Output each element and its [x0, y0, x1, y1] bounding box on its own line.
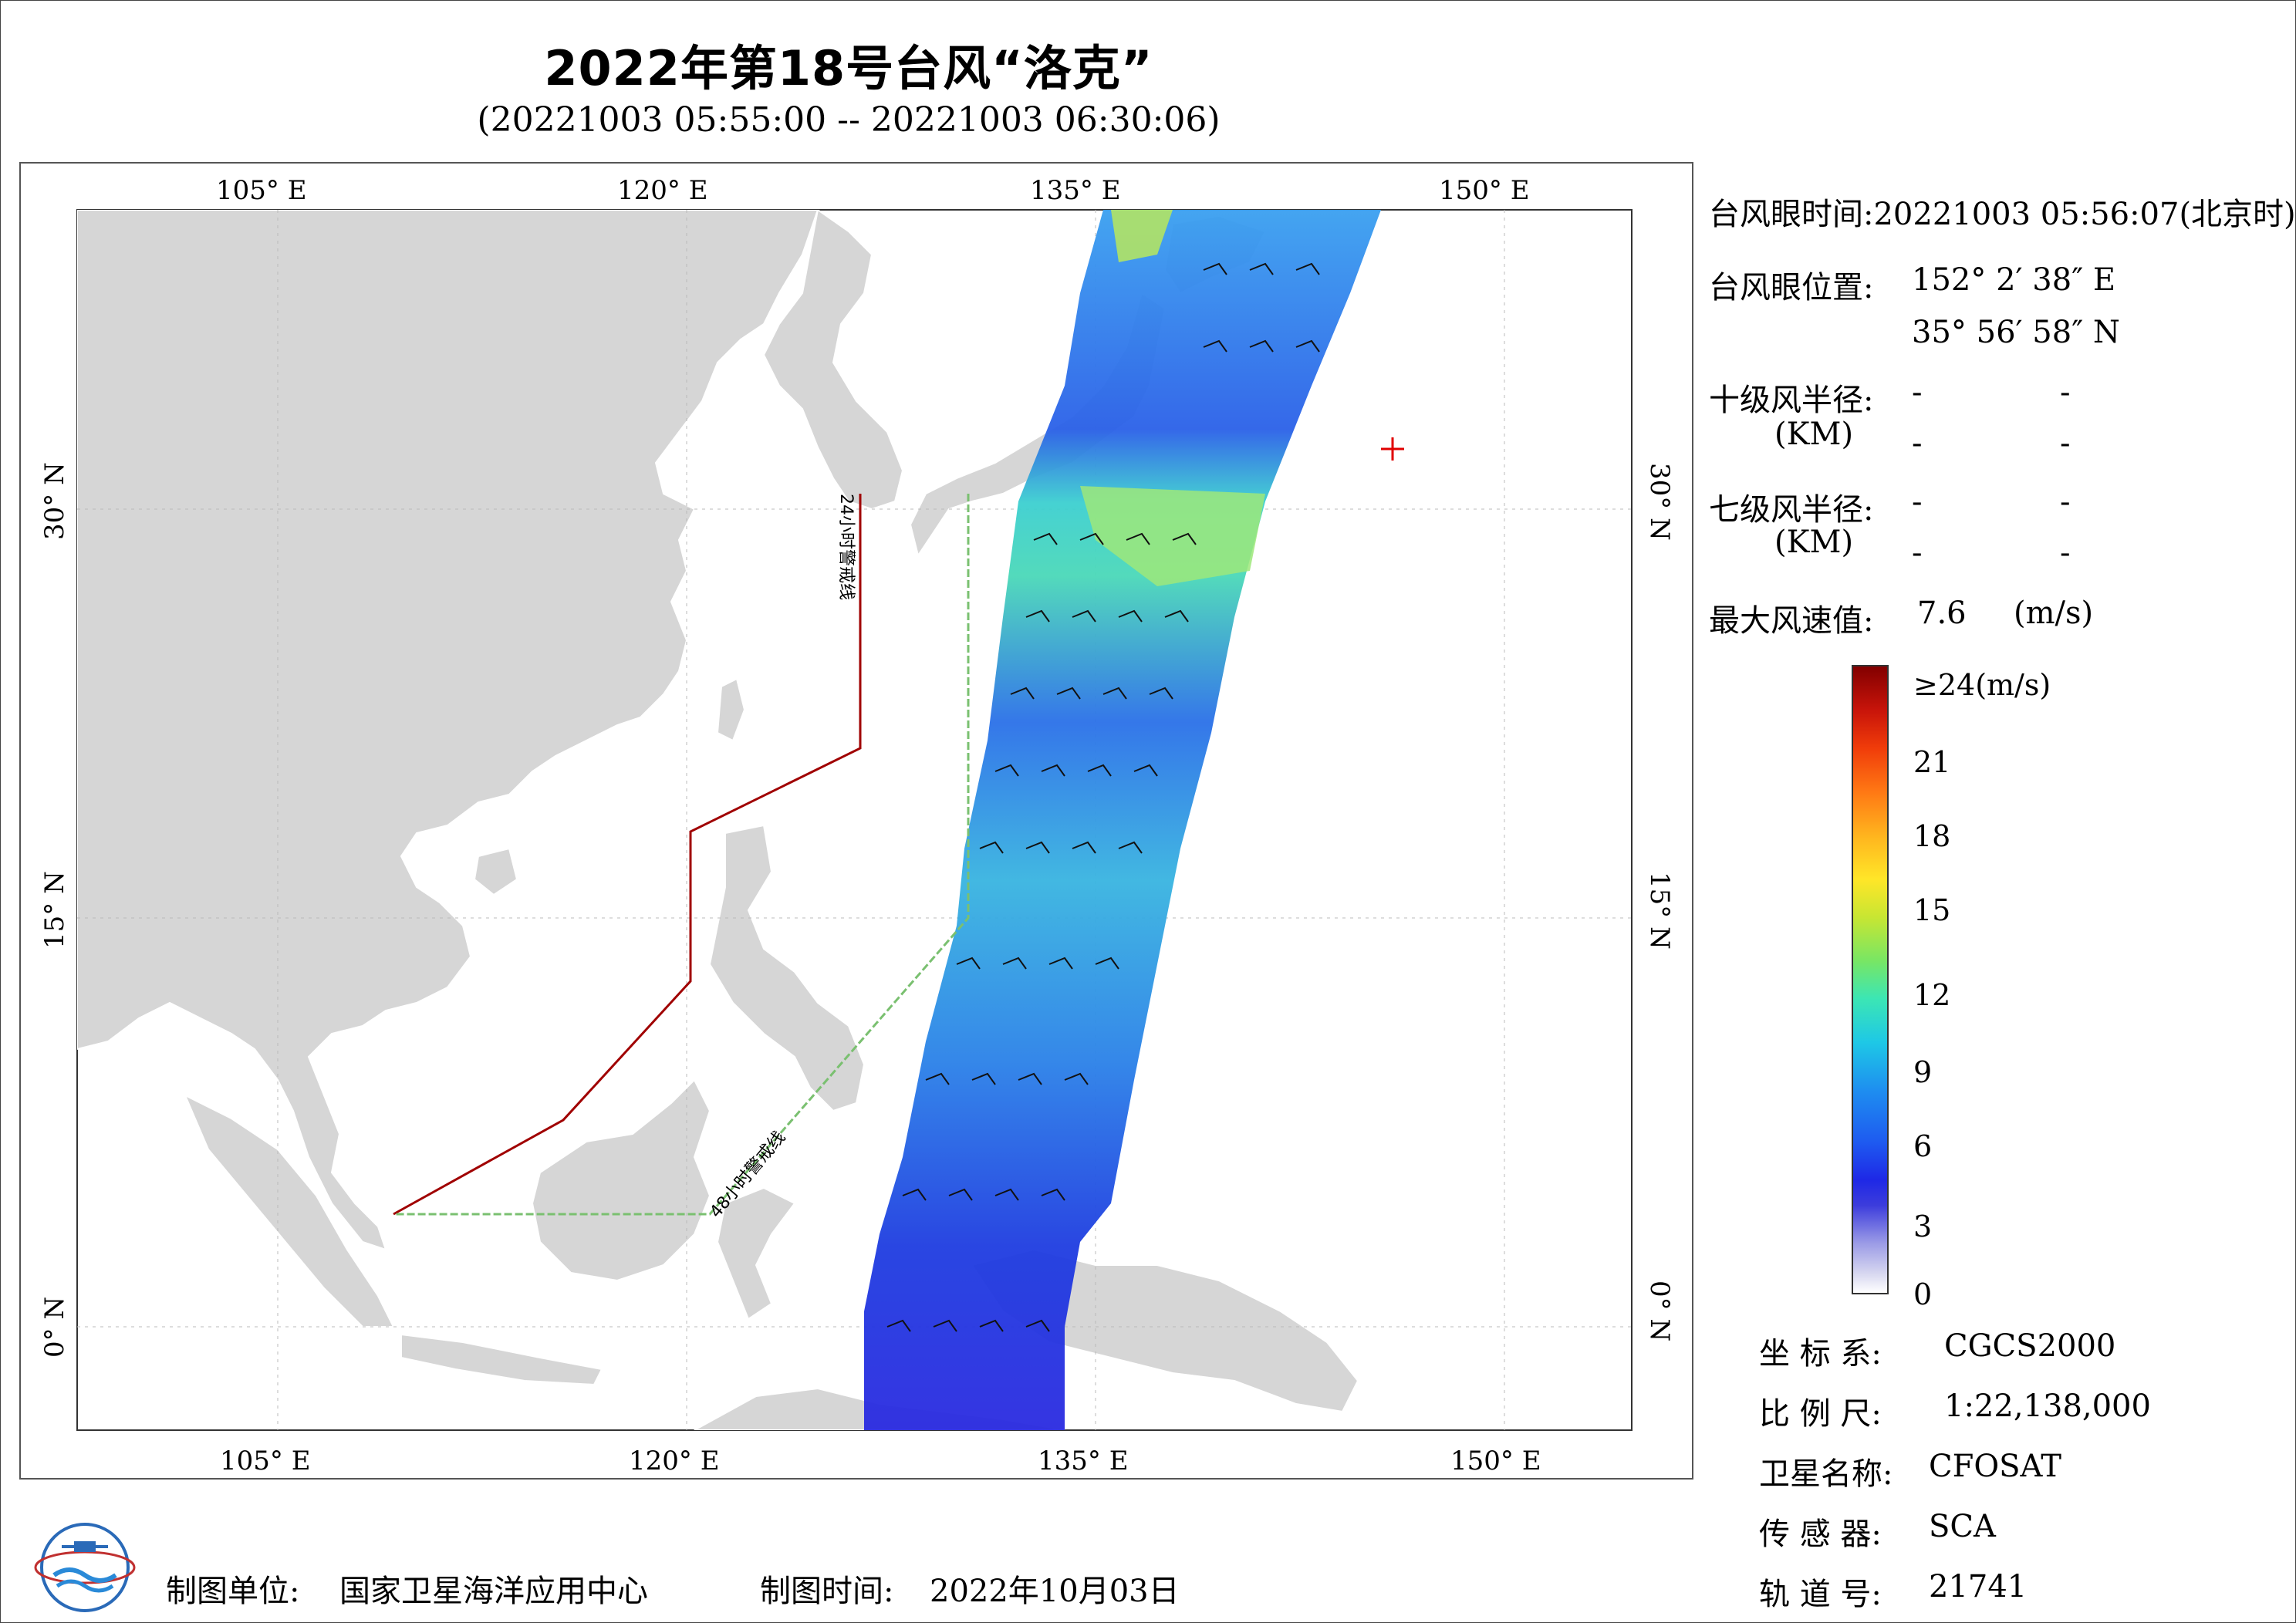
- colorbar-tick-12: 12: [1913, 978, 1951, 1012]
- r7-value-2: -: [2060, 484, 2071, 520]
- scale-label: 比 例 尺:: [1759, 1396, 1882, 1432]
- lon-label-top-120: 120° E: [617, 175, 708, 206]
- lat-label-left-30: 30° N: [39, 462, 70, 540]
- r10-label: 十级风半径:: [1709, 383, 1874, 418]
- colorbar-tick-9: 9: [1913, 1055, 1933, 1089]
- wind-speed-colorbar: [1852, 665, 1889, 1294]
- wind-swath: [864, 210, 1381, 1430]
- satellite-label: 卫星名称:: [1759, 1456, 1893, 1492]
- sensor-value: SCA: [1929, 1509, 1996, 1544]
- r7-label: 七级风半径:: [1709, 492, 1874, 528]
- colorbar-tick-24: ≥24(m/s): [1913, 668, 2051, 702]
- lon-label-top-150: 150° E: [1439, 175, 1530, 206]
- swath-top-green: [1111, 210, 1173, 262]
- land-philippines: [708, 824, 866, 1112]
- colorbar-tick-6: 6: [1913, 1129, 1933, 1163]
- wind-barbs: [886, 262, 1320, 1332]
- eye-position-label: 台风眼位置:: [1709, 270, 1874, 305]
- map-frame: [19, 162, 1693, 1480]
- map-title: 2022年第18号台风“洛克”: [544, 40, 1153, 96]
- orbit-value: 21741: [1929, 1569, 2028, 1604]
- land-java: [400, 1333, 603, 1386]
- footer-date-label: 制图时间:: [760, 1574, 894, 1609]
- max-wind-unit: (m/s): [2014, 596, 2094, 631]
- land-borneo: [531, 1078, 711, 1282]
- satellite-value: CFOSAT: [1929, 1449, 2061, 1484]
- lon-label-bottom-150: 150° E: [1450, 1446, 1541, 1476]
- land-korea: [762, 210, 904, 511]
- max-wind-value: 7.6: [1917, 596, 1967, 631]
- r7-value-1: -: [1912, 484, 1923, 520]
- max-wind-label: 最大风速值:: [1709, 603, 1874, 639]
- land-asia: [77, 210, 819, 1251]
- lon-label-bottom-105: 105° E: [220, 1446, 311, 1476]
- lat-label-left-15: 15° N: [39, 871, 70, 949]
- eye-lon-value: 152° 2′ 38″ E: [1912, 262, 2116, 298]
- colorbar-tick-3: 3: [1913, 1210, 1933, 1243]
- footer-date-value: 2022年10月03日: [930, 1574, 1180, 1609]
- crs-label: 坐 标 系:: [1759, 1336, 1882, 1372]
- lon-label-top-105: 105° E: [216, 175, 307, 206]
- colorbar-tick-18: 18: [1913, 819, 1951, 853]
- colorbar-tick-21: 21: [1913, 745, 1951, 779]
- land-hainan: [473, 847, 518, 896]
- typhoon-eye-marker: [1381, 437, 1404, 461]
- warning-line-48h: [393, 494, 970, 1216]
- footer-org-label: 制图单位:: [166, 1574, 300, 1609]
- r7-value-3: -: [1912, 535, 1923, 571]
- warning-label-24h: 24小时警戒线: [836, 494, 856, 600]
- land-sulawesi: [716, 1186, 796, 1321]
- eye-lat-value: 35° 56′ 58″ N: [1912, 315, 2120, 350]
- nsoas-logo-icon: [34, 1523, 136, 1612]
- lat-label-right-15: 15° N: [1644, 872, 1675, 950]
- lon-label-bottom-135: 135° E: [1038, 1446, 1129, 1476]
- scale-value: 1:22,138,000: [1944, 1388, 2151, 1424]
- colorbar-tick-0: 0: [1913, 1277, 1933, 1311]
- lat-label-right-0: 0° N: [1644, 1281, 1675, 1341]
- r7-km-label: (KM): [1774, 525, 1854, 560]
- eye-time-label: 台风眼时间:: [1709, 197, 1874, 232]
- colorbar-tick-15: 15: [1913, 893, 1951, 927]
- r7-value-4: -: [2060, 535, 2071, 571]
- eye-time-value: 20221003 05:56:07(北京时): [1873, 197, 2296, 232]
- footer-org-value: 国家卫星海洋应用中心: [339, 1574, 648, 1609]
- r10-value-1: -: [1912, 375, 1923, 410]
- map-subtitle: (20221003 05:55:00 -- 20221003 06:30:06): [477, 100, 1221, 140]
- warning-line-24h: [393, 494, 862, 1216]
- sensor-label: 传 感 器:: [1759, 1517, 1882, 1552]
- land-taiwan: [716, 677, 746, 742]
- swath-green-band: [1080, 486, 1265, 586]
- r10-km-label: (KM): [1774, 417, 1854, 452]
- r10-value-2: -: [2060, 375, 2071, 410]
- lat-label-left-0: 0° N: [39, 1297, 70, 1358]
- crs-value: CGCS2000: [1944, 1328, 2116, 1364]
- lat-label-right-30: 30° N: [1644, 463, 1675, 541]
- r10-value-3: -: [1912, 426, 1923, 461]
- lon-label-top-135: 135° E: [1030, 175, 1121, 206]
- orbit-label: 轨 道 号:: [1759, 1577, 1882, 1612]
- eye-time-row: 台风眼时间:20221003 05:56:07(北京时): [1709, 189, 2296, 234]
- lon-label-bottom-120: 120° E: [629, 1446, 720, 1476]
- r10-value-4: -: [2060, 426, 2071, 461]
